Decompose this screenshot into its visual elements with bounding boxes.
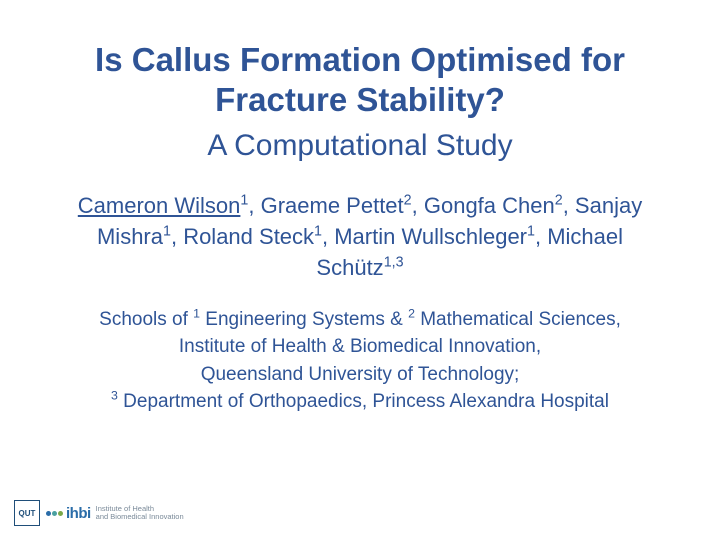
- author-sup: 1: [527, 224, 535, 240]
- author: Graeme Pettet: [261, 193, 404, 218]
- qut-logo: QUT: [14, 500, 40, 526]
- author: Gongfa Chen: [424, 193, 555, 218]
- affil-text: Department of Orthopaedics, Princess Ale…: [118, 391, 609, 412]
- author-sup: 2: [404, 193, 412, 209]
- author: Martin Wullschleger: [334, 224, 527, 249]
- slide-subtitle: A Computational Study: [50, 129, 670, 163]
- affil-text: Engineering Systems &: [200, 309, 408, 330]
- affil-text: Schools of: [99, 309, 193, 330]
- affil-text: Institute of Health & Biomedical Innovat…: [179, 336, 541, 357]
- author: Roland Steck: [183, 224, 314, 249]
- author-sup: 1: [314, 224, 322, 240]
- ihbi-subtitle: Institute of Health and Biomedical Innov…: [96, 505, 184, 522]
- author-sup: 1: [163, 224, 171, 240]
- slide: Is Callus Formation Optimised for Fractu…: [0, 0, 720, 540]
- dot-icon: [58, 511, 63, 516]
- dot-icon: [46, 511, 51, 516]
- affil-sup: 1: [193, 306, 200, 320]
- affiliations: Schools of 1 Engineering Systems & 2 Mat…: [50, 306, 670, 416]
- dot-icon: [52, 511, 57, 516]
- ihbi-dots: [46, 511, 63, 516]
- affil-sup: 3: [111, 389, 118, 403]
- affil-text: Queensland University of Technology;: [201, 364, 520, 385]
- slide-title: Is Callus Formation Optimised for Fractu…: [50, 40, 670, 119]
- logo-bar: QUT ihbi Institute of Health and Biomedi…: [14, 500, 184, 526]
- author-sup: 1: [240, 193, 248, 209]
- authors-list: Cameron Wilson1, Graeme Pettet2, Gongfa …: [50, 191, 670, 283]
- affil-text: Mathematical Sciences,: [415, 309, 621, 330]
- ihbi-text: ihbi: [66, 505, 91, 522]
- ihbi-logo: ihbi Institute of Health and Biomedical …: [46, 505, 184, 522]
- author-sup: 2: [555, 193, 563, 209]
- author-sup: 1,3: [384, 254, 404, 270]
- author: Cameron Wilson: [78, 193, 241, 218]
- affil-sup: 2: [408, 306, 415, 320]
